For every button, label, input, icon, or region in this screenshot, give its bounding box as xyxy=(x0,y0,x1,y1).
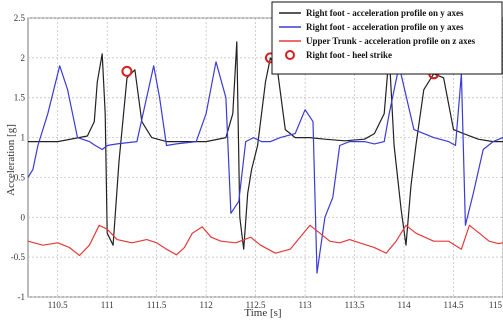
legend-box xyxy=(271,1,503,75)
y-tick-label: 0.5 xyxy=(14,172,26,182)
series-line-red xyxy=(27,224,503,257)
legend-label-red: Upper Trunk - acceleration profile on z … xyxy=(306,36,476,46)
legend-label-black: Right foot - acceleration profile on y a… xyxy=(306,8,464,18)
y-tick-label: 1.5 xyxy=(14,93,26,103)
x-tick-label: 113 xyxy=(298,300,312,310)
y-tick-label: -0.5 xyxy=(11,252,26,262)
y-axis-ticks: 2.5 2 1.5 1 0.5 0 -0.5 -1 xyxy=(11,13,26,302)
series-line-blue xyxy=(27,61,503,274)
y-tick-label: 2 xyxy=(21,53,26,63)
series-line-black xyxy=(28,41,503,250)
y-tick-label: 1 xyxy=(21,133,26,143)
y-tick-label: 2.5 xyxy=(14,13,26,23)
y-axis-title: Acceleration [g] xyxy=(5,124,17,196)
x-tick-label: 114 xyxy=(397,300,411,310)
x-tick-label: 111 xyxy=(101,300,114,310)
legend: Right foot - acceleration profile on y a… xyxy=(271,1,503,75)
legend-heel-strike-marker xyxy=(285,50,295,60)
legend-label-heel-strike: Right foot - heel strike xyxy=(306,50,392,60)
y-tick-label: -1 xyxy=(18,292,26,302)
x-tick-label: 113.5 xyxy=(345,300,365,310)
y-tick-label: 0 xyxy=(21,212,26,222)
x-axis-ticks: 110.5 111 111.5 112 112.5 113 113.5 114 114.5 115 xyxy=(48,300,503,310)
x-tick-label: 110.5 xyxy=(48,300,68,310)
series-lines xyxy=(27,41,503,274)
grid xyxy=(28,17,503,298)
x-tick-label: 111.5 xyxy=(147,300,167,310)
heel-strike-marker xyxy=(121,65,133,77)
legend-label-blue: Right foot - acceleration profile on y a… xyxy=(306,22,464,32)
x-tick-label: 114.5 xyxy=(444,300,464,310)
x-axis-title: Time [s] xyxy=(244,307,281,319)
x-tick-label: 112 xyxy=(200,300,213,310)
x-tick-label: 112.5 xyxy=(246,300,266,310)
x-tick-label: 115 xyxy=(489,300,503,310)
